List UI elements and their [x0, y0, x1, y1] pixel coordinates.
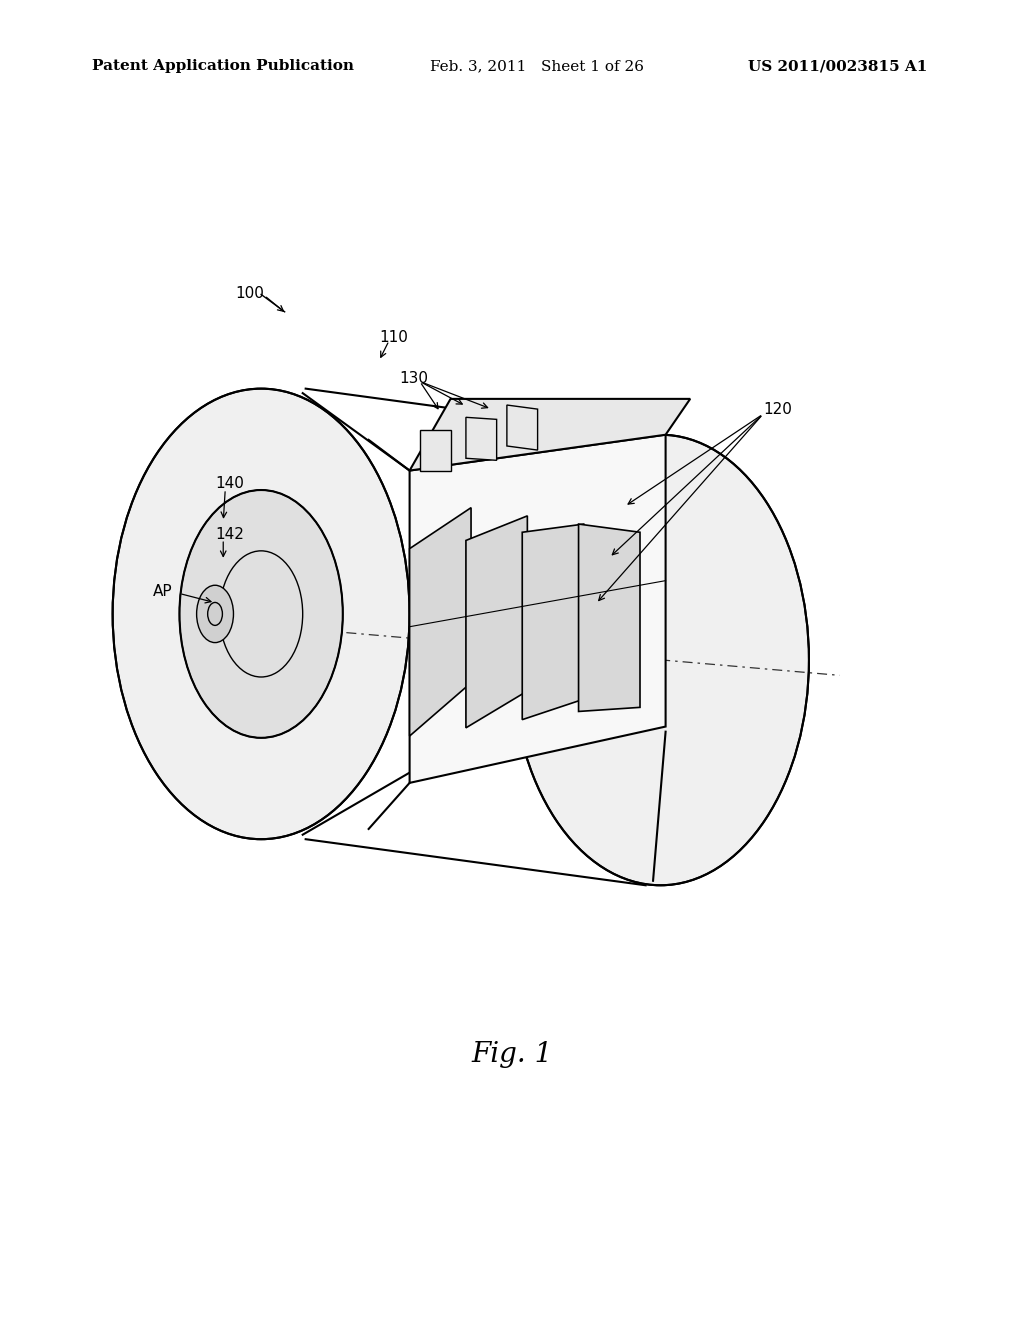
Text: Patent Application Publication: Patent Application Publication [92, 59, 354, 74]
Text: Fig. 1: Fig. 1 [471, 1040, 553, 1068]
Ellipse shape [512, 434, 809, 886]
Polygon shape [507, 405, 538, 450]
Polygon shape [466, 516, 527, 727]
Ellipse shape [197, 585, 233, 643]
Polygon shape [410, 399, 690, 470]
Polygon shape [410, 434, 666, 783]
Text: 142: 142 [215, 527, 244, 541]
Text: AP: AP [153, 583, 172, 599]
Text: 140: 140 [215, 477, 244, 491]
Polygon shape [410, 508, 471, 737]
Ellipse shape [113, 388, 410, 840]
Polygon shape [420, 429, 451, 470]
Polygon shape [579, 524, 640, 711]
Polygon shape [522, 524, 584, 719]
Text: Feb. 3, 2011   Sheet 1 of 26: Feb. 3, 2011 Sheet 1 of 26 [430, 59, 644, 74]
Text: US 2011/0023815 A1: US 2011/0023815 A1 [748, 59, 927, 74]
Text: 130: 130 [399, 371, 428, 385]
Polygon shape [466, 417, 497, 461]
Text: 110: 110 [379, 330, 408, 345]
Text: 100: 100 [236, 286, 264, 301]
Text: 120: 120 [763, 401, 792, 417]
Ellipse shape [179, 490, 343, 738]
